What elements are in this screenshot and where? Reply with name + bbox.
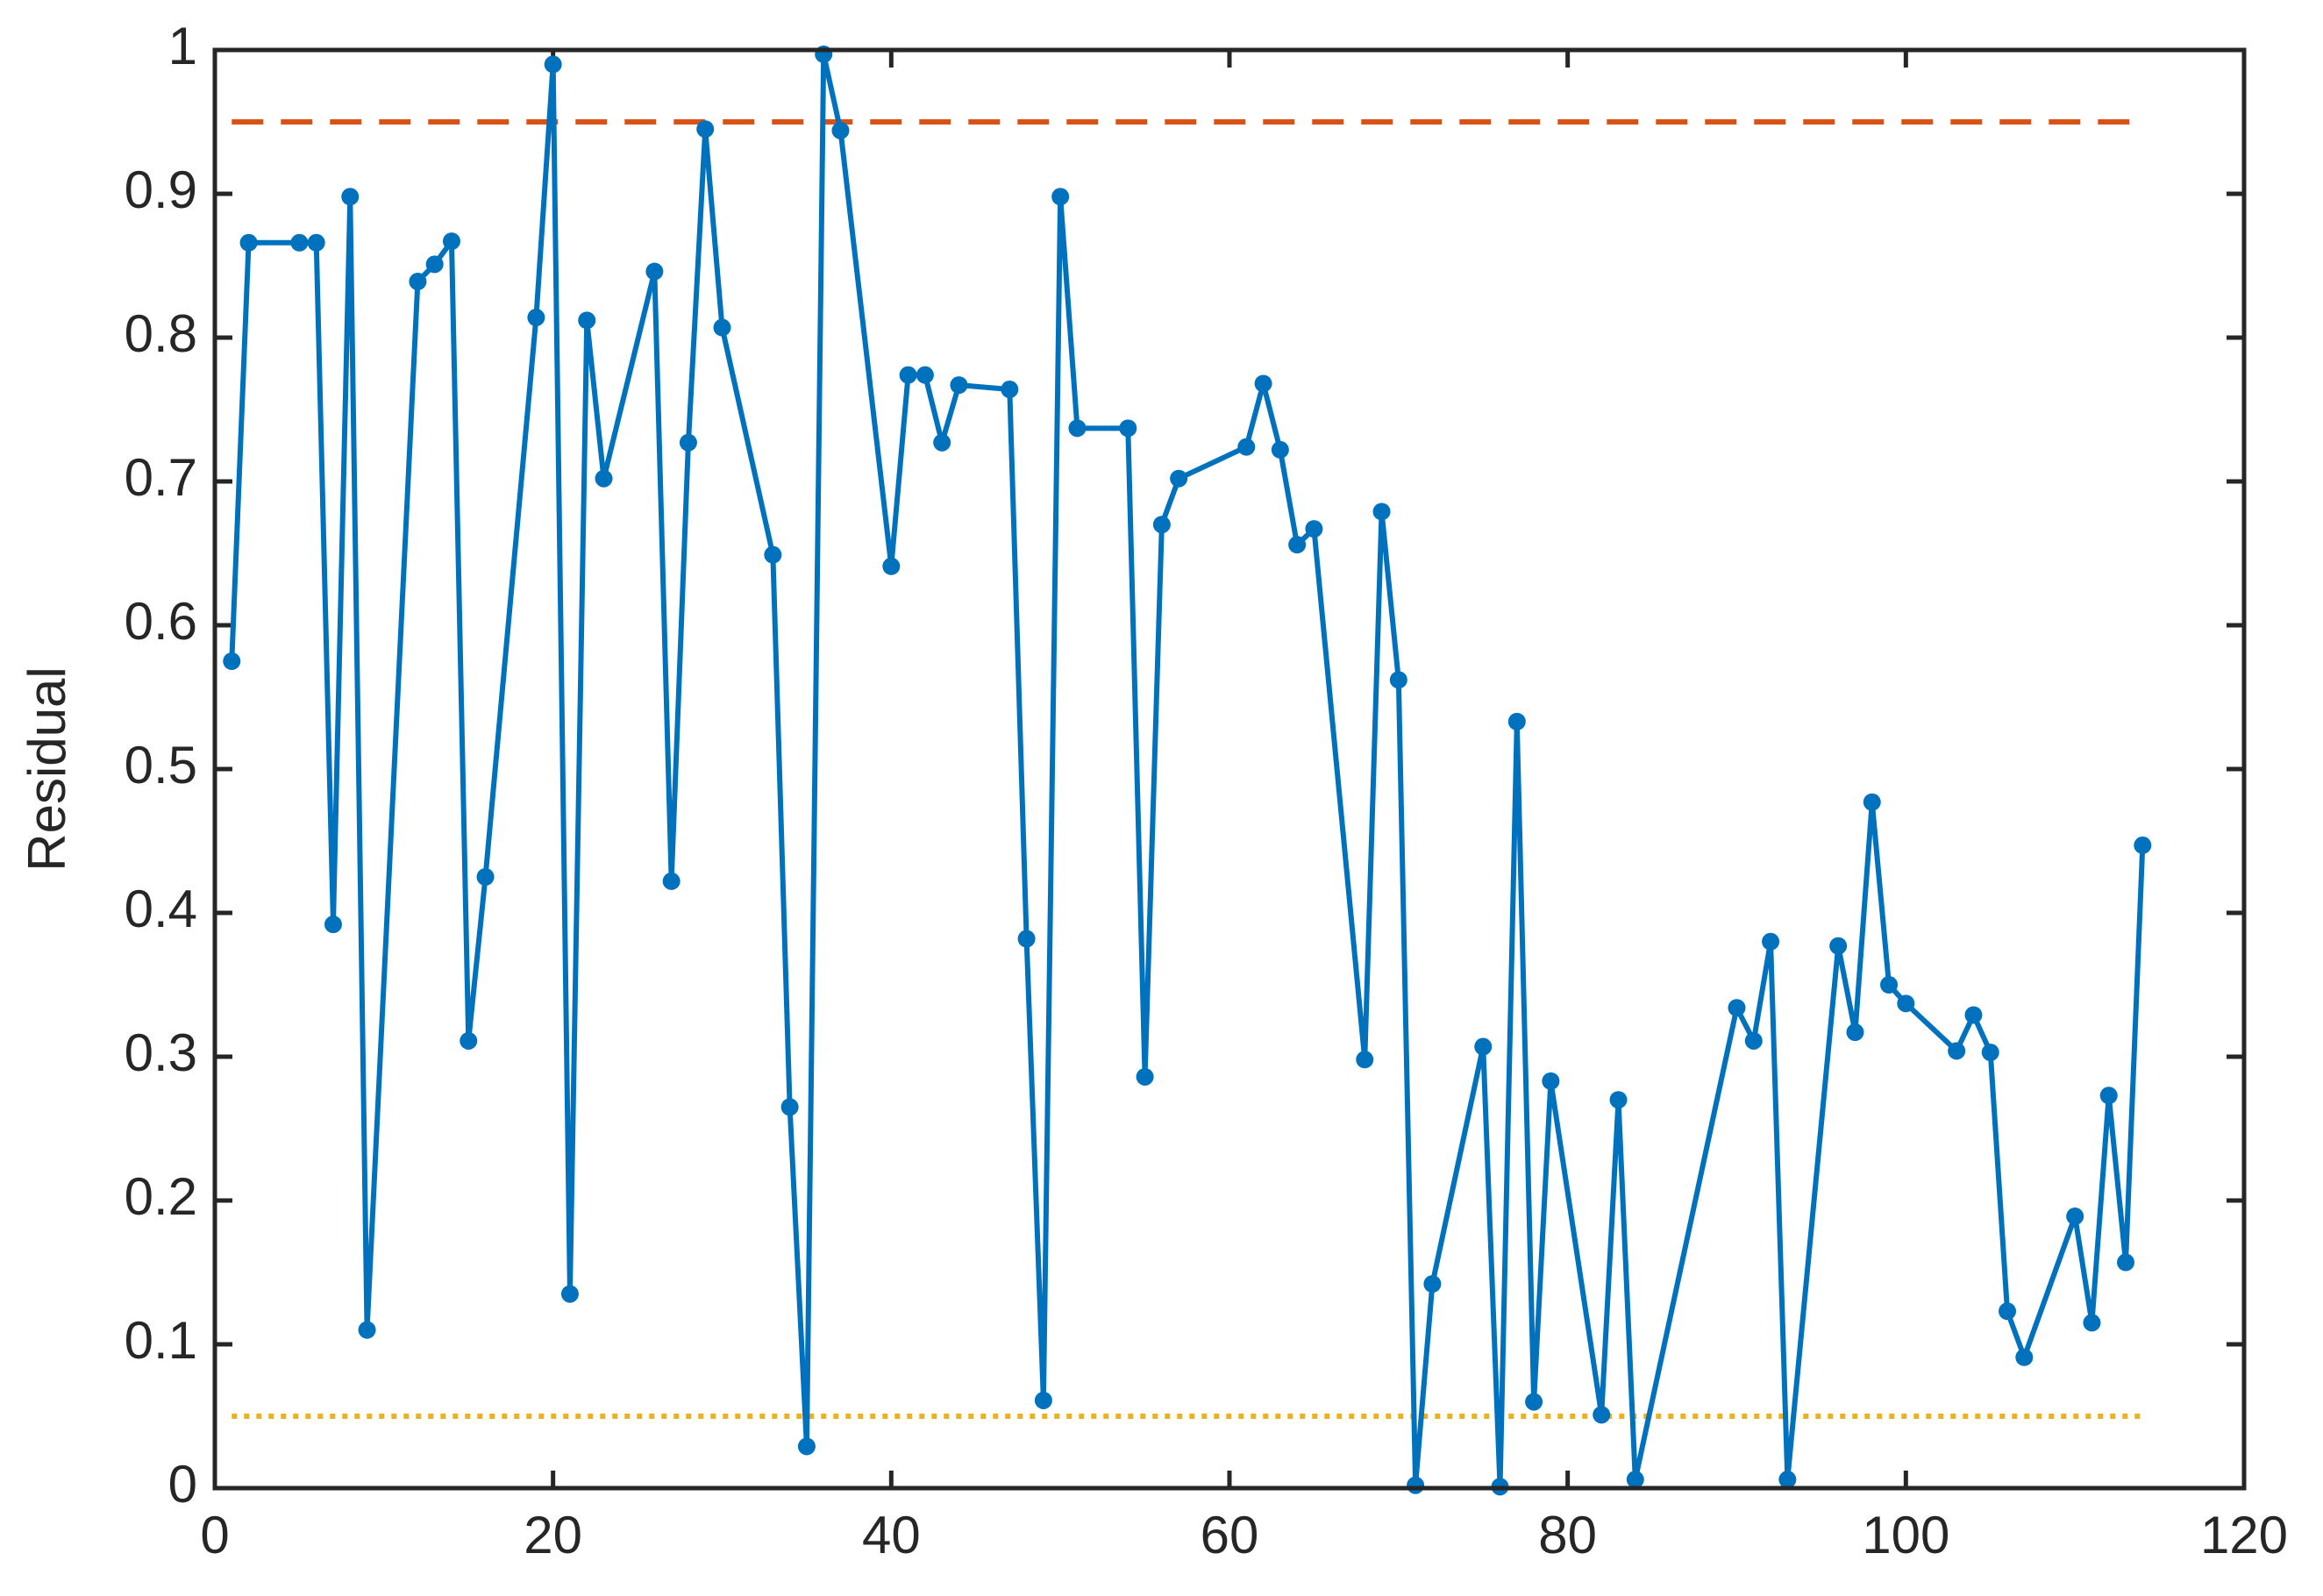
series-line <box>229 51 2146 1490</box>
data-point <box>1119 419 1137 438</box>
data-point <box>1068 419 1087 438</box>
data-point <box>1744 1031 1763 1050</box>
plot-frame <box>212 47 2247 1491</box>
data-point <box>1372 502 1391 521</box>
data-point <box>696 120 715 139</box>
data-point <box>1407 1476 1425 1494</box>
y-tick-label: 0 <box>168 1455 197 1514</box>
data-point <box>2134 836 2152 854</box>
data-point <box>476 868 495 886</box>
data-point <box>2083 1314 2101 1332</box>
data-point <box>1170 469 1188 488</box>
data-point <box>1474 1037 1493 1056</box>
data-point <box>1271 440 1289 459</box>
data-point <box>1525 1393 1543 1411</box>
data-point <box>1389 671 1407 689</box>
data-point <box>1762 932 1780 951</box>
data-point <box>409 273 427 291</box>
x-tick-label: 20 <box>524 1506 582 1564</box>
data-point <box>1356 1051 1374 1069</box>
data-point <box>2117 1253 2135 1272</box>
y-tick-label: 0.5 <box>125 736 197 794</box>
x-tick-label: 120 <box>2200 1506 2288 1564</box>
data-point <box>797 1437 816 1456</box>
y-tick-label: 0.1 <box>125 1311 197 1370</box>
data-point <box>442 232 460 251</box>
data-point <box>1051 188 1070 206</box>
data-point <box>1034 1391 1052 1409</box>
data-point <box>899 366 917 384</box>
data-point <box>341 188 360 206</box>
data-point <box>1507 712 1526 730</box>
data-point <box>223 652 241 670</box>
data-point <box>764 545 782 564</box>
data-point <box>239 233 258 252</box>
y-tick-label: 0.3 <box>125 1023 197 1082</box>
data-point <box>578 311 596 330</box>
data-point <box>1846 1023 1864 1042</box>
x-tick-label: 40 <box>862 1506 921 1564</box>
data-point <box>1136 1067 1154 1086</box>
data-point <box>1152 516 1171 534</box>
data-point <box>1897 994 1915 1013</box>
data-point <box>1981 1044 1999 1062</box>
data-point <box>645 262 664 281</box>
data-point <box>1288 536 1307 554</box>
data-point <box>1542 1072 1560 1090</box>
y-tick-label: 0.8 <box>125 304 197 363</box>
y-tick-label: 0.4 <box>125 880 197 938</box>
data-point <box>1626 1471 1644 1489</box>
data-point <box>2099 1087 2118 1105</box>
data-point <box>2015 1348 2034 1366</box>
data-point <box>916 366 934 384</box>
data-point <box>560 1285 579 1303</box>
data-point <box>324 916 342 934</box>
data-point <box>1948 1042 1966 1060</box>
data-point <box>1999 1302 2017 1321</box>
y-tick-label: 0.9 <box>125 160 197 219</box>
data-point <box>2066 1208 2084 1226</box>
y-tick-label: 0.6 <box>125 592 197 651</box>
data-point <box>1880 976 1899 994</box>
data-point <box>425 255 444 274</box>
data-point <box>713 318 731 337</box>
x-tick-label: 100 <box>1862 1506 1949 1564</box>
data-point <box>1017 930 1036 948</box>
x-tick-label: 60 <box>1201 1506 1259 1564</box>
data-point <box>544 55 562 74</box>
data-point <box>780 1098 799 1116</box>
data-point <box>1778 1471 1797 1489</box>
data-point <box>831 121 850 139</box>
data-point <box>290 233 309 252</box>
x-tick-label: 80 <box>1538 1506 1597 1564</box>
data-point <box>882 557 901 575</box>
data-point <box>1829 937 1848 955</box>
data-point <box>1863 793 1881 811</box>
data-point <box>595 469 613 488</box>
y-tick-label: 0.7 <box>125 448 197 507</box>
data-point <box>1593 1406 1611 1424</box>
x-tick-label: 0 <box>200 1506 229 1564</box>
data-point <box>460 1031 478 1050</box>
y-tick-label: 1 <box>168 17 197 75</box>
data-point <box>1728 999 1746 1017</box>
data-point <box>662 872 681 890</box>
data-point <box>527 309 545 327</box>
data-point <box>950 376 968 395</box>
y-tick-label: 0.2 <box>125 1167 197 1226</box>
data-point <box>1254 374 1272 393</box>
data-point <box>307 233 325 252</box>
data-point <box>1237 438 1256 456</box>
data-point <box>1305 520 1323 538</box>
data-point <box>933 433 951 452</box>
data-point <box>358 1321 376 1339</box>
data-point <box>1423 1275 1442 1293</box>
data-point <box>1609 1091 1628 1109</box>
y-axis-label: Residual <box>18 666 76 871</box>
data-point <box>1964 1006 1983 1024</box>
data-point <box>679 433 697 452</box>
data-point <box>1001 381 1019 399</box>
